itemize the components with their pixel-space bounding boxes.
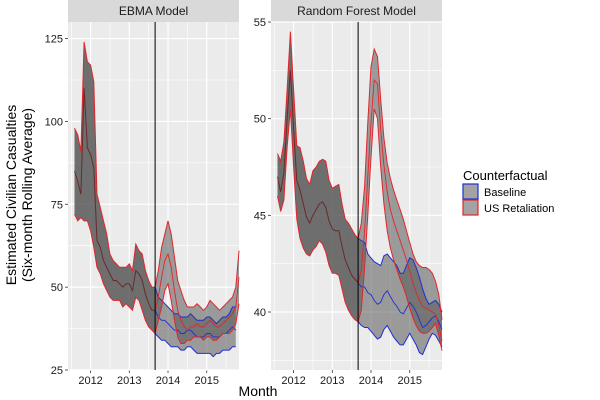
band-shared xyxy=(277,31,359,322)
y-tick-label: 45 xyxy=(254,210,266,222)
panel-title: Random Forest Model xyxy=(297,4,416,18)
y-tick-label: 40 xyxy=(254,307,266,319)
legend-label-baseline: Baseline xyxy=(484,187,526,199)
legend-key-baseline xyxy=(462,183,479,200)
y-tick-label: 75 xyxy=(51,199,63,211)
shared-upper-line xyxy=(74,41,156,288)
x-axis-title: Month xyxy=(239,383,278,399)
x-tick-label: 2015 xyxy=(397,375,421,387)
upper-line-us-retaliation xyxy=(154,220,240,312)
lower-line-us-retaliation xyxy=(357,108,443,351)
shared-lower-line xyxy=(74,213,156,334)
mid-line-us-retaliation xyxy=(357,78,443,342)
legend-label-us-retaliation: US Retaliation xyxy=(484,203,554,215)
lower-line-baseline xyxy=(154,333,236,358)
panel-strip xyxy=(271,0,442,22)
legend: Counterfactual Baseline US Retaliation xyxy=(462,168,554,216)
upper-line-baseline xyxy=(154,286,236,325)
mid-line-baseline xyxy=(357,282,443,330)
x-tick-label: 2015 xyxy=(194,375,218,387)
y-axis-title-line-1: Estimated Civilian Casualties xyxy=(3,105,19,286)
x-tick-label: 2012 xyxy=(78,375,102,387)
y-tick-label: 55 xyxy=(254,17,266,29)
panels-layer: EBMA Model 2012 2013 2014 2015 25 50 75 100 125 Ra… xyxy=(45,0,443,387)
shared-mid-line xyxy=(74,88,156,311)
lower-line-baseline xyxy=(357,321,443,356)
panel-strip xyxy=(68,0,239,22)
x-tick-label: 2014 xyxy=(156,375,180,387)
y-axis-title-line-2: (Six-month Rolling Average) xyxy=(19,108,35,282)
y-tick-label: 25 xyxy=(51,365,63,377)
y-tick-label: 50 xyxy=(51,282,63,294)
legend-key-us-retaliation xyxy=(462,199,479,216)
x-tick-label: 2014 xyxy=(359,375,383,387)
panel-random-forest-model: Random Forest Model 2012 2013 2014 2015 40 45 5… xyxy=(254,0,443,387)
shared-mid-line xyxy=(277,70,359,284)
lower-line-us-retaliation xyxy=(154,282,240,344)
panel-title: EBMA Model xyxy=(119,4,188,18)
x-tick-label: 2012 xyxy=(281,375,305,387)
band-us-retaliation xyxy=(155,220,239,344)
shared-lower-line xyxy=(277,108,359,323)
x-tick-label: 2013 xyxy=(320,375,344,387)
y-tick-label: 125 xyxy=(45,34,63,46)
upper-line-us-retaliation xyxy=(357,47,443,320)
band-us-retaliation xyxy=(358,49,442,351)
upper-line-baseline xyxy=(357,238,443,313)
y-tick-label: 50 xyxy=(254,114,266,126)
x-tick-label: 2013 xyxy=(117,375,141,387)
legend-title: Counterfactual xyxy=(463,168,548,183)
panel-ebma-model: EBMA Model 2012 2013 2014 2015 25 50 75 100 125 xyxy=(45,0,240,387)
y-tick-label: 100 xyxy=(45,116,63,128)
mid-line-us-retaliation xyxy=(154,252,240,331)
shared-upper-line xyxy=(277,31,359,239)
